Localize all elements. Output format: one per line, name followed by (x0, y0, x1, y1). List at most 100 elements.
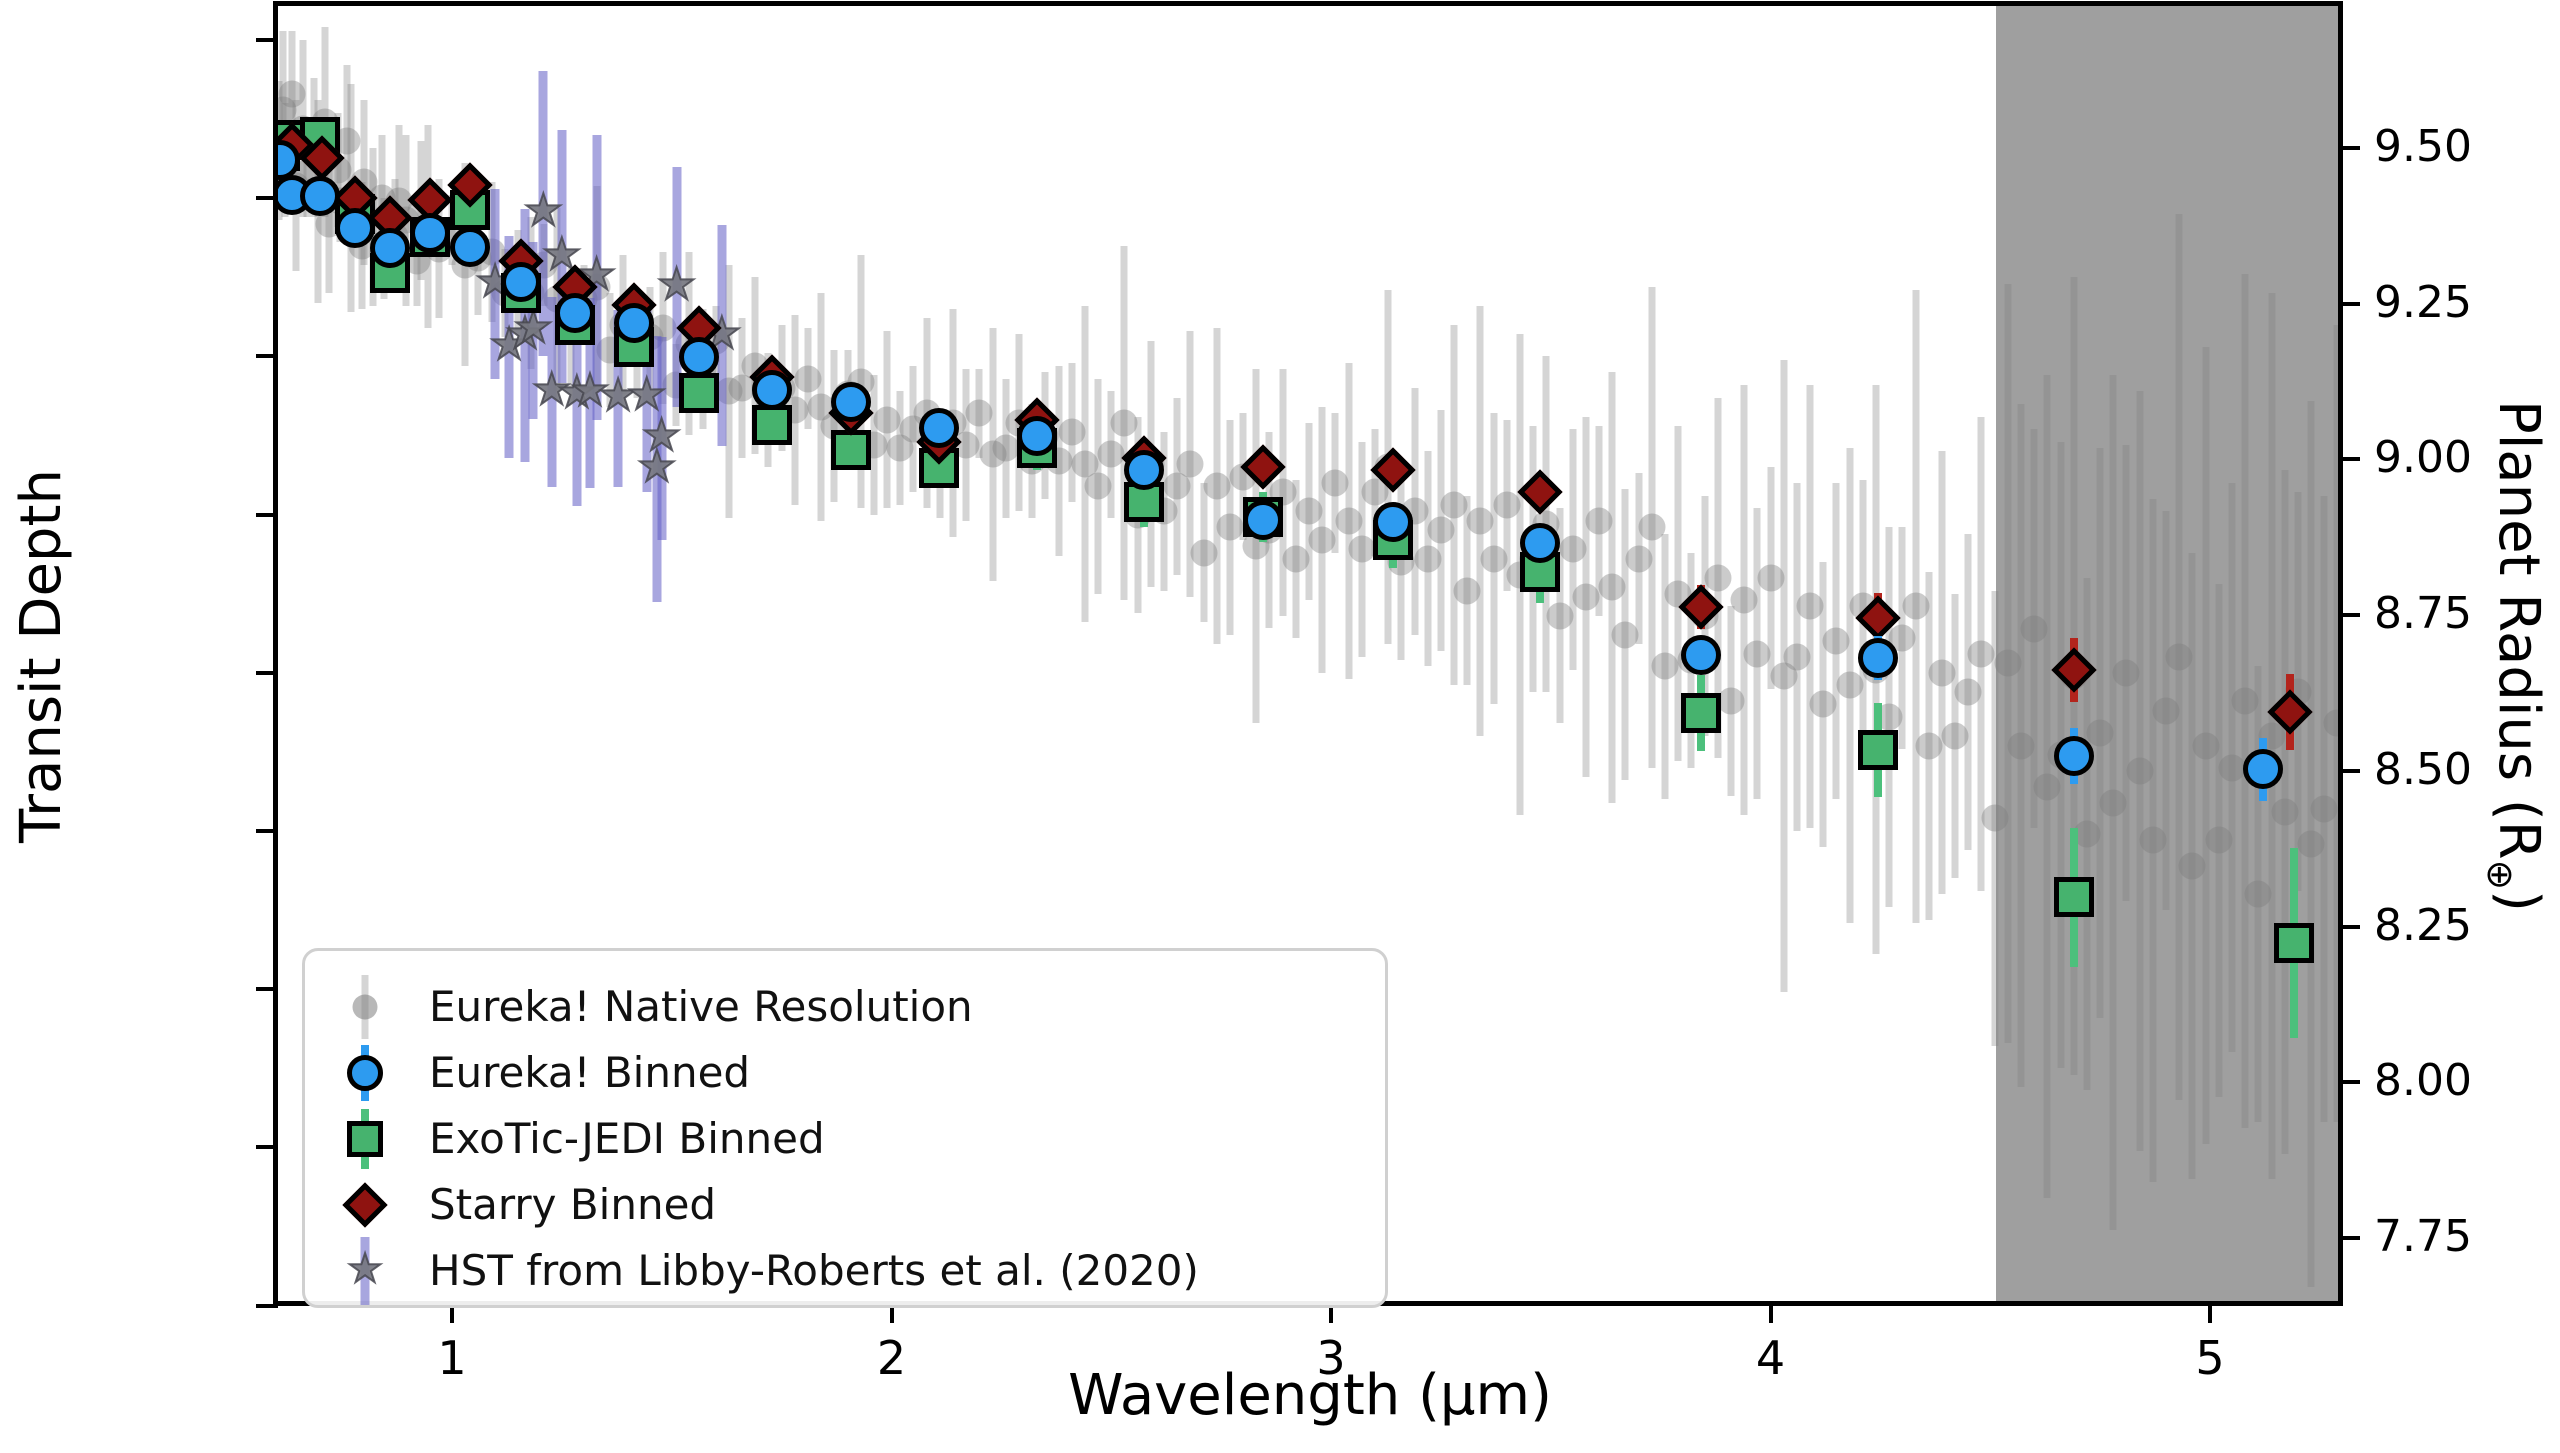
native-point-marker (1190, 539, 1218, 567)
hst-point-marker: ★ (531, 364, 572, 416)
native-point-errorbar (2281, 470, 2289, 1154)
x-tick (2208, 1301, 2212, 1323)
native-point-errorbar (1305, 422, 1313, 601)
native-point-errorbar (1279, 369, 1287, 616)
native-point-marker (2152, 697, 2180, 725)
eureka-binned-point-marker (335, 208, 376, 249)
native-point-errorbar (804, 327, 812, 430)
native-point-marker (1295, 497, 1323, 525)
native-point-marker (2244, 880, 2272, 908)
native-point-errorbar (1912, 289, 1920, 923)
y-tick-right-label: 8.75 (2374, 588, 2472, 640)
native-point-marker (1954, 678, 1982, 706)
native-point-marker (873, 406, 901, 434)
native-point-marker (1216, 513, 1244, 541)
native-point-errorbar (1397, 463, 1405, 661)
native-point-marker (2231, 687, 2259, 715)
eureka-binned-point-marker (1680, 635, 1721, 676)
y-tick-left (256, 829, 278, 833)
eureka-binned-point-marker (613, 303, 654, 344)
native-point-marker (2165, 643, 2193, 671)
y-tick-right (2338, 768, 2360, 773)
native-point-errorbar (1107, 391, 1115, 518)
native-point-errorbar (2320, 495, 2328, 1123)
native-point-marker (1308, 526, 1336, 554)
native-point-errorbar (1463, 495, 1471, 686)
native-point-marker (2099, 789, 2127, 817)
y-tick-right-label: 8.50 (2374, 743, 2472, 795)
native-point-marker (1203, 472, 1231, 500)
y-axis-right-title: Planet Radius (R⊕) (2478, 399, 2551, 913)
native-point-marker (1704, 564, 1732, 592)
native-point-marker (1796, 592, 1824, 620)
hst-point-errorbar (547, 296, 557, 487)
native-point-marker (2192, 732, 2220, 760)
native-point-errorbar (606, 293, 614, 407)
x-tick-label: 3 (1316, 1331, 1346, 1385)
native-point-errorbar (2122, 444, 2130, 901)
hst-point-errorbar (657, 337, 667, 540)
native-point-errorbar (279, 30, 287, 189)
hst-point-errorbar (717, 224, 727, 447)
native-point-errorbar (2268, 293, 2276, 1180)
native-point-marker (1321, 469, 1349, 497)
hst-point-marker: ★ (656, 259, 697, 311)
native-point-errorbar (2241, 274, 2249, 1129)
y-tick-right-label: 7.75 (2374, 1211, 2472, 1262)
native-point-errorbar (2083, 577, 2091, 1091)
native-point-errorbar (2136, 391, 2144, 1151)
native-point-errorbar (395, 125, 403, 278)
native-point-marker (1743, 640, 1771, 668)
native-point-errorbar (1569, 429, 1577, 670)
hst-point-marker: ★ (636, 440, 677, 492)
legend-item: Eureka! Native Resolution (305, 973, 1385, 1041)
native-point-marker (1809, 690, 1837, 718)
native-point-marker (2178, 852, 2206, 880)
native-point-errorbar (962, 369, 970, 521)
legend-item: ★ HST from Libby-Roberts et al. (2020) (305, 1237, 1385, 1305)
native-point-marker (2007, 732, 2035, 760)
native-point-errorbar (1832, 482, 1840, 800)
hst-point-errorbar (642, 301, 652, 492)
native-point-errorbar (1925, 571, 1933, 920)
native-point-errorbar (1173, 397, 1181, 575)
native-point-marker (1651, 652, 1679, 680)
y-tick-right-label: 8.00 (2374, 1055, 2472, 1107)
native-point-errorbar (2109, 375, 2117, 1230)
native-point-marker (1902, 592, 1930, 620)
native-point-errorbar (1727, 606, 1735, 797)
native-point-errorbar (1714, 397, 1722, 759)
native-point-errorbar (1226, 419, 1234, 635)
y-tick-right-label: 9.50 (2374, 121, 2472, 172)
native-point-marker (979, 440, 1007, 468)
hst-point-errorbar (538, 71, 548, 356)
native-point-errorbar (2215, 584, 2223, 1097)
hst-point-marker: ★ (597, 370, 638, 422)
native-point-errorbar (2333, 324, 2338, 1123)
native-point-errorbar (1516, 334, 1524, 816)
legend-item: ExoTic-JEDI Binned (305, 1105, 1385, 1173)
legend-item-label: ExoTic-JEDI Binned (429, 1114, 825, 1163)
native-point-errorbar (1094, 378, 1102, 594)
native-point-marker (965, 399, 993, 427)
native-point-errorbar (1951, 593, 1959, 879)
native-point-errorbar (325, 153, 333, 294)
y-tick-left (256, 354, 278, 359)
eureka-binned-point-marker (501, 261, 542, 302)
native-point-errorbar (2149, 498, 2157, 1183)
native-point-errorbar (857, 255, 865, 509)
native-point-errorbar (975, 369, 983, 458)
native-point-marker (1453, 577, 1481, 605)
native-point-marker (1058, 418, 1086, 446)
y-tick-left (256, 1145, 278, 1150)
y-tick-left (256, 38, 278, 42)
native-point-errorbar (870, 375, 878, 515)
hst-point-errorbar (557, 130, 567, 384)
native-point-marker (1770, 662, 1798, 690)
native-point-errorbar (1793, 482, 1801, 831)
native-point-errorbar (2188, 552, 2196, 1180)
native-point-marker (1915, 732, 1943, 760)
native-point-marker (1348, 535, 1376, 563)
native-point-errorbar (791, 315, 799, 506)
